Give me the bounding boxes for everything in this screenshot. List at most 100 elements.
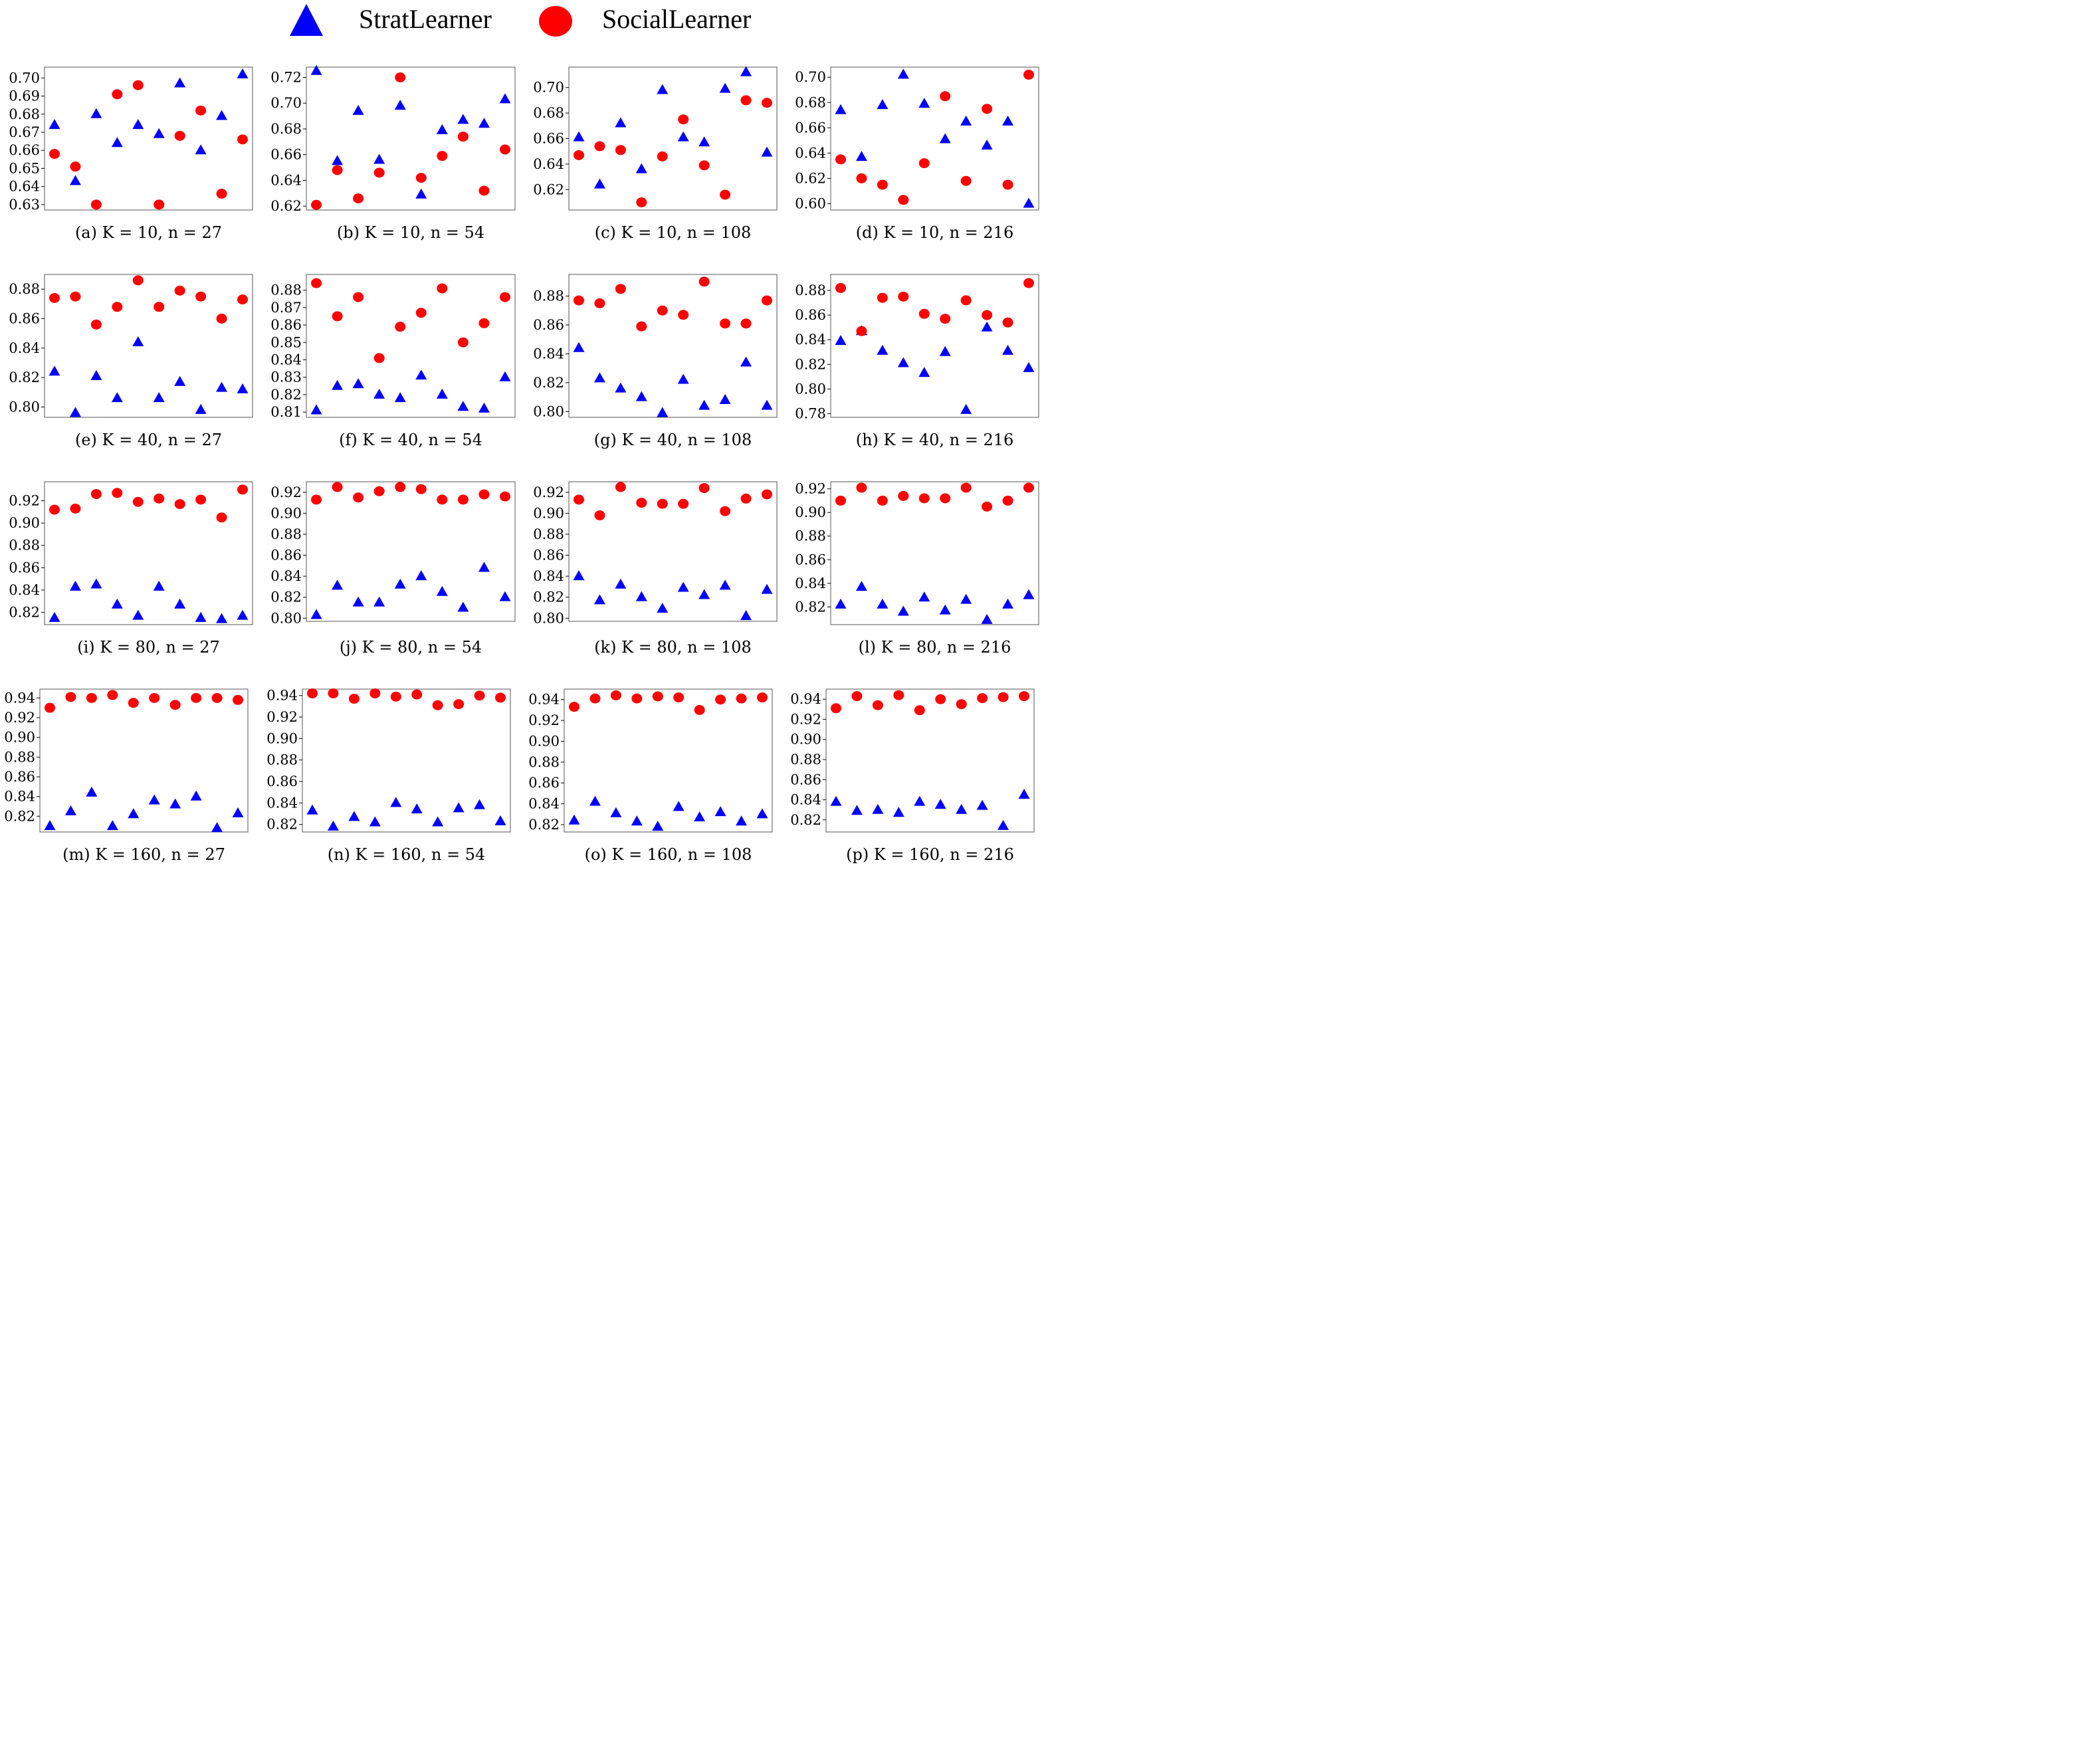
subplot-caption: (l) K = 80, n = 216: [859, 638, 1011, 657]
plot-frame: [568, 66, 778, 211]
social-point-circle-icon: [332, 482, 343, 492]
social-point-circle-icon: [956, 699, 967, 710]
y-tick-label: 0.68: [533, 105, 564, 121]
y-tick-label: 0.60: [795, 195, 826, 211]
strat-point-triangle-icon: [352, 378, 364, 389]
strat-point-triangle-icon: [635, 391, 647, 401]
social-point-circle-icon: [898, 291, 909, 302]
subplot-caption: (c) K = 10, n = 108: [595, 223, 752, 242]
social-point-circle-icon: [132, 496, 144, 507]
social-point-circle-icon: [373, 353, 385, 363]
legend: StratLearner SocialLearner: [290, 4, 751, 37]
subplot-d: 0.60 0.62 0.64 0.66 0.68 0.70 (d) K = 10, n = …: [795, 66, 1039, 242]
social-point-circle-icon: [154, 302, 165, 312]
strat-point-triangle-icon: [573, 342, 585, 352]
social-point-circle-icon: [1023, 278, 1034, 288]
strat-point-triangle-icon: [174, 77, 186, 88]
social-legend-label: SocialLearner: [602, 4, 751, 34]
social-point-circle-icon: [940, 91, 951, 102]
strat-point-triangle-icon: [877, 598, 889, 609]
subplot-e: 0.80 0.82 0.84 0.86 0.88 (e) K = 40, n = 27: [9, 274, 253, 449]
social-point-circle-icon: [636, 197, 647, 207]
social-point-circle-icon: [877, 495, 888, 506]
social-point-circle-icon: [457, 132, 469, 142]
social-point-circle-icon: [594, 298, 605, 308]
strat-point-triangle-icon: [436, 388, 448, 399]
strat-point-triangle-icon: [306, 804, 318, 815]
y-tick-label: 0.94: [790, 691, 821, 707]
strat-point-triangle-icon: [1002, 115, 1014, 126]
social-point-circle-icon: [678, 114, 689, 125]
social-point-circle-icon: [835, 282, 846, 293]
y-tick-label: 0.92: [4, 710, 35, 726]
strat-point-triangle-icon: [610, 807, 622, 817]
y-tick-label: 0.78: [795, 405, 826, 421]
social-point-circle-icon: [500, 292, 510, 302]
y-tick-label: 0.86: [795, 307, 826, 323]
plot-frame: [302, 688, 511, 833]
social-point-circle-icon: [390, 691, 401, 702]
strat-point-triangle-icon: [153, 128, 165, 138]
social-point-circle-icon: [1019, 691, 1029, 702]
strat-point-triangle-icon: [478, 118, 490, 128]
y-tick-label: 0.72: [270, 69, 302, 85]
strat-point-triangle-icon: [635, 591, 647, 601]
y-tick-label: 0.94: [528, 692, 560, 708]
social-point-circle-icon: [720, 189, 731, 200]
y-tick-label: 0.92: [790, 711, 821, 727]
social-point-circle-icon: [574, 295, 584, 306]
social-point-circle-icon: [65, 692, 76, 702]
y-tick-label: 0.90: [9, 515, 40, 531]
strat-point-triangle-icon: [1023, 589, 1035, 599]
social-point-circle-icon: [940, 314, 951, 324]
y-tick-label: 0.82: [270, 589, 302, 605]
y-tick-label: 0.80: [533, 403, 564, 419]
social-point-circle-icon: [415, 484, 427, 494]
strat-point-triangle-icon: [892, 807, 904, 817]
strat-point-triangle-icon: [835, 598, 847, 609]
strat-point-triangle-icon: [237, 68, 249, 78]
strat-point-triangle-icon: [436, 124, 448, 134]
social-point-circle-icon: [132, 80, 144, 90]
strat-point-triangle-icon: [914, 795, 926, 806]
social-point-circle-icon: [898, 195, 909, 205]
strat-point-triangle-icon: [90, 108, 102, 118]
y-tick-label: 0.82: [795, 356, 826, 372]
y-tick-label: 0.82: [533, 375, 564, 391]
y-tick-label: 0.70: [270, 95, 302, 111]
subplot-caption: (k) K = 80, n = 108: [594, 638, 752, 657]
strat-point-triangle-icon: [453, 802, 465, 813]
strat-point-triangle-icon: [369, 816, 381, 827]
y-tick-label: 0.84: [533, 346, 564, 361]
strat-point-triangle-icon: [132, 119, 144, 130]
strat-point-triangle-icon: [44, 820, 56, 831]
y-tick-label: 0.86: [795, 552, 826, 567]
y-tick-label: 0.86: [9, 560, 40, 575]
y-tick-label: 0.90: [266, 730, 298, 746]
social-point-circle-icon: [49, 292, 60, 303]
y-tick-label: 0.88: [790, 752, 821, 768]
strat-point-triangle-icon: [897, 357, 909, 367]
social-point-circle-icon: [715, 694, 726, 705]
strat-point-triangle-icon: [960, 403, 972, 414]
strat-point-triangle-icon: [714, 806, 726, 817]
social-point-circle-icon: [982, 104, 993, 114]
y-tick-label: 0.87: [270, 300, 302, 316]
y-tick-label: 0.82: [533, 589, 564, 605]
social-point-circle-icon: [311, 278, 322, 288]
strat-point-triangle-icon: [106, 820, 118, 831]
y-tick-label: 0.92: [533, 484, 564, 500]
y-tick-label: 0.92: [795, 481, 826, 497]
social-point-circle-icon: [395, 72, 406, 82]
subplot-caption: (j) K = 80, n = 54: [340, 638, 482, 657]
social-point-circle-icon: [673, 692, 684, 703]
social-point-circle-icon: [740, 95, 752, 106]
social-point-circle-icon: [698, 276, 710, 287]
social-point-circle-icon: [569, 702, 579, 712]
strat-point-triangle-icon: [851, 805, 863, 815]
y-tick-label: 0.84: [266, 795, 298, 811]
strat-point-triangle-icon: [390, 797, 402, 807]
strat-point-triangle-icon: [111, 598, 123, 609]
subplot-caption: (i) K = 80, n = 27: [77, 638, 220, 657]
y-tick-label: 0.84: [528, 796, 560, 812]
